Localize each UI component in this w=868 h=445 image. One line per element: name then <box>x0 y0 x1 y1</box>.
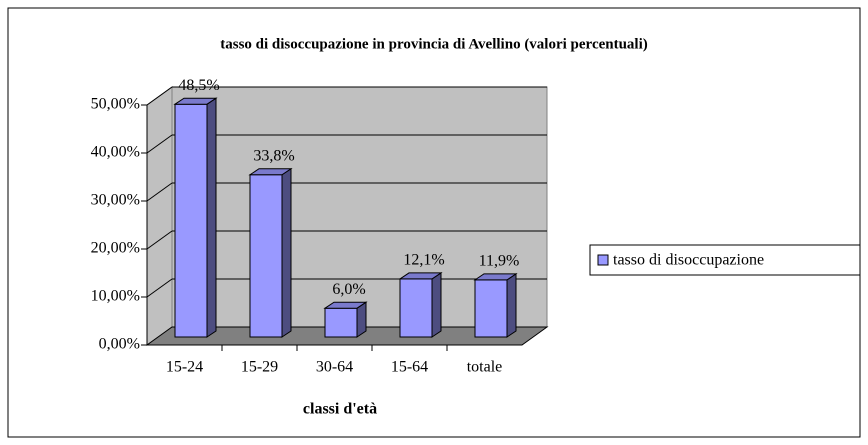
bar-face <box>506 272 517 338</box>
x-tick-label: 15-24 <box>166 359 203 376</box>
chart-title: tasso di disoccupazione in provincia di … <box>220 36 648 52</box>
grid-line <box>146 134 173 154</box>
bar-face <box>473 273 518 281</box>
bar-face <box>206 97 217 338</box>
bar-face <box>398 272 443 280</box>
grid-line <box>146 86 173 106</box>
y-tick-label: 50,00% <box>91 96 140 113</box>
bar <box>398 271 443 338</box>
bar <box>473 272 518 338</box>
bar-face <box>431 271 442 338</box>
side-wall <box>146 86 173 346</box>
bar-face <box>474 279 508 338</box>
x-tick-label: 30-64 <box>316 359 353 376</box>
bar-face <box>281 167 292 338</box>
data-label: 6,0% <box>332 281 365 298</box>
y-tick-label: 30,00% <box>91 192 140 209</box>
bar-face <box>248 168 293 176</box>
grid-line <box>146 278 173 298</box>
grid-line <box>146 182 173 202</box>
y-tick-label: 40,00% <box>91 144 140 161</box>
x-tick-label: 15-64 <box>391 359 428 376</box>
y-tick-label: 10,00% <box>91 288 140 305</box>
bar <box>173 97 218 338</box>
bar-face <box>399 278 433 338</box>
bar-face <box>323 301 368 309</box>
grid-line <box>146 230 173 250</box>
data-label: 33,8% <box>253 147 294 164</box>
legend-label: tasso di disoccupazione <box>613 252 764 269</box>
bar <box>323 301 368 338</box>
data-label: 12,1% <box>403 252 444 269</box>
legend-box <box>589 244 861 276</box>
bar-face <box>173 97 218 105</box>
x-tick-label: 15-29 <box>241 359 278 376</box>
bar <box>248 167 293 338</box>
data-label: 48,5% <box>178 77 219 94</box>
bar-face <box>174 103 208 338</box>
data-label: 11,9% <box>479 253 520 270</box>
bar-face <box>324 307 358 338</box>
y-tick-label: 20,00% <box>91 240 140 257</box>
y-tick-label: 0,00% <box>99 336 140 353</box>
bar-face <box>249 174 283 338</box>
legend-swatch <box>597 254 609 266</box>
x-axis-label: classi d'età <box>303 401 377 418</box>
x-tick-label: totale <box>467 359 503 376</box>
